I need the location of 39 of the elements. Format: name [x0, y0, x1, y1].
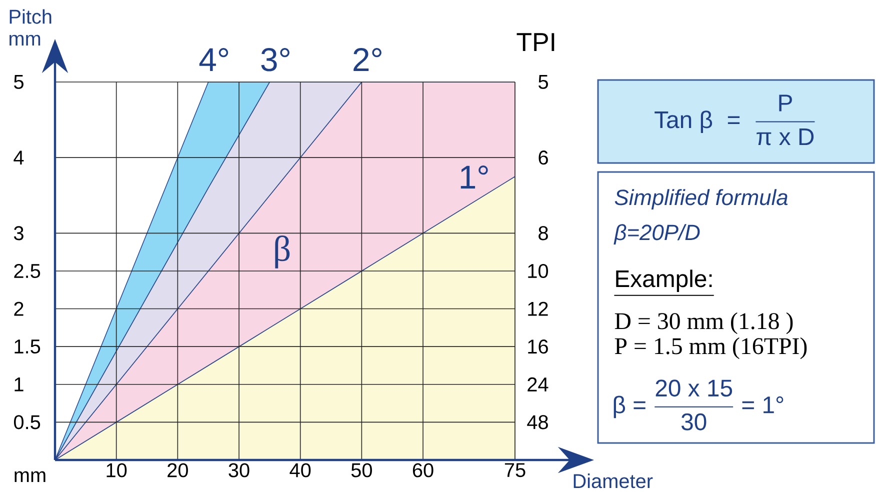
series-label: 2° [354, 48, 382, 71]
x-tick-label: 60 [412, 463, 434, 478]
text: Simplified formula [614, 189, 788, 210]
text: mm [14, 471, 46, 482]
text: 16 [528, 340, 548, 354]
text: 48 [527, 415, 548, 430]
y-tick-label: 4 [14, 150, 24, 164]
y-tick-label: 5 [14, 75, 24, 89]
series-label: 4° [199, 48, 228, 71]
x-tick-label: 10 [106, 463, 127, 478]
series-label: 1° [460, 166, 488, 188]
annotation: β [275, 236, 290, 268]
text: β=20P/D [614, 224, 700, 245]
text: TPI [516, 33, 554, 51]
y-axis-title: Pitch mm [10, 9, 52, 46]
text: 12 [528, 302, 548, 316]
x-tick-label: 75 [504, 463, 526, 478]
x-tick-label: 40 [290, 463, 311, 478]
series-label: 3° [261, 48, 290, 72]
text: $\text{Tan β}\;\;\text{=}\;\;\frac{\text{P}}{\text{π x D}}$ [654, 94, 815, 146]
y-tick-label: 1 [14, 378, 24, 392]
x-axis-title: Diameter [574, 474, 653, 488]
y-tick-label: 3 [14, 226, 24, 240]
y-tick-label: 2.5 [14, 264, 40, 278]
text: Example: [616, 270, 712, 292]
x-tick-label: 20 [168, 463, 188, 478]
text: 8 [538, 226, 548, 240]
text: P = 1.5 mm (16TPI) [614, 337, 807, 360]
text: D = 30 mm (1.18 ) [614, 312, 793, 334]
y-tick-label: 1.5 [14, 340, 40, 354]
x-tick-label: 50 [351, 463, 372, 478]
text: 10 [528, 264, 548, 278]
text: $\text{β =}\;\frac{\text{20 x 15}}{\text{30}}\;\text{= 1°}$ [614, 380, 784, 430]
y-tick-label: 2 [14, 302, 24, 316]
text: 24 [528, 377, 548, 392]
y-tick-label: 0.5 [14, 415, 40, 430]
text: 5 [538, 75, 548, 89]
text: 6 [538, 150, 548, 165]
x-tick-label: 30 [228, 463, 250, 478]
